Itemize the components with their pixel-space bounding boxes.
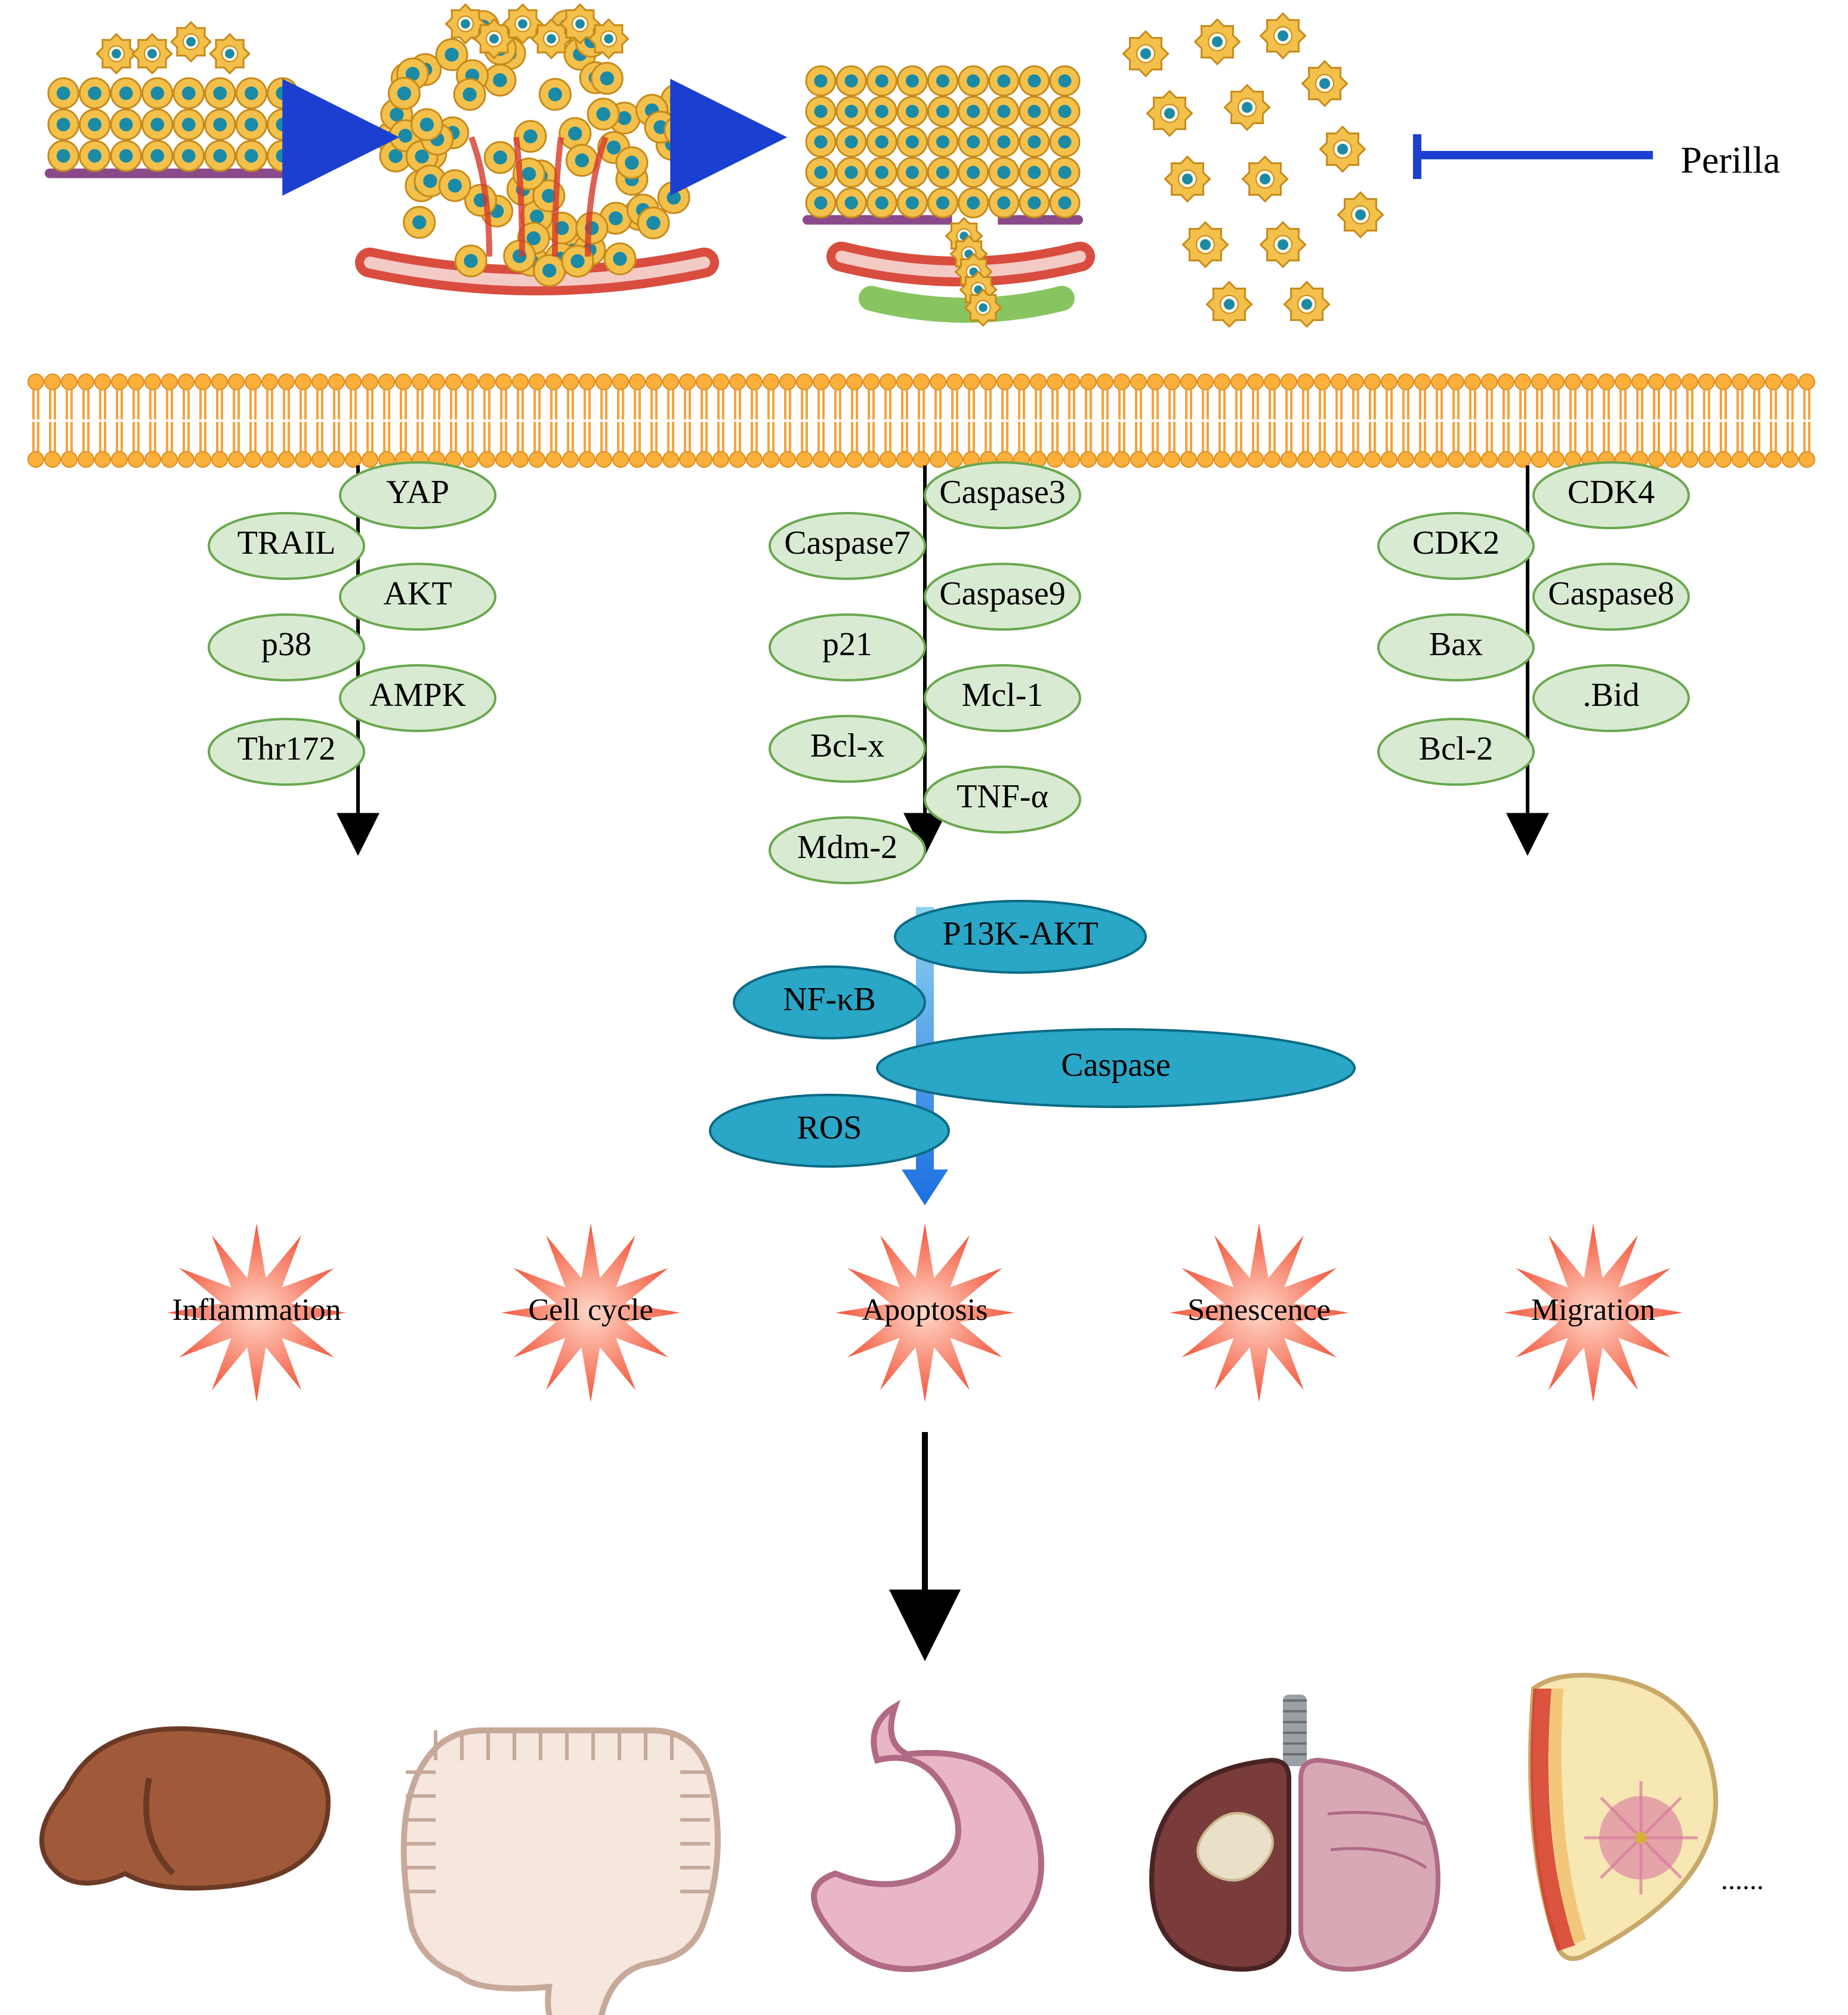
svg-text:YAP: YAP	[386, 474, 449, 511]
svg-text:Caspase8: Caspase8	[1548, 575, 1674, 612]
svg-text:Inflammation: Inflammation	[172, 1293, 341, 1327]
svg-text:Caspase7: Caspase7	[784, 524, 911, 561]
protein-cdk2: CDK2	[1378, 513, 1534, 579]
protein-caspase9: Caspase9	[925, 564, 1080, 630]
svg-text:Mcl-1: Mcl-1	[962, 677, 1044, 714]
svg-text:AMPK: AMPK	[369, 677, 466, 714]
protein-p38: p38	[209, 615, 364, 680]
svg-text:ROS: ROS	[797, 1109, 862, 1146]
svg-text:Senescence: Senescence	[1187, 1293, 1331, 1327]
svg-text:Bcl-2: Bcl-2	[1419, 730, 1493, 767]
protein-bcl-x: Bcl-x	[770, 716, 925, 782]
protein-p21: p21	[770, 615, 925, 680]
svg-text:TNF-α: TNF-α	[957, 778, 1048, 815]
protein-caspase8: Caspase8	[1534, 564, 1689, 630]
svg-text:Thr172: Thr172	[237, 730, 336, 767]
pathway-ros: ROS	[710, 1095, 949, 1167]
svg-text:Migration: Migration	[1531, 1293, 1655, 1327]
protein-akt: AKT	[340, 564, 495, 630]
svg-text:Mdm-2: Mdm-2	[797, 829, 897, 866]
svg-text:p21: p21	[822, 626, 872, 663]
svg-text:AKT: AKT	[383, 575, 452, 612]
svg-text:Caspase9: Caspase9	[939, 575, 1066, 612]
pathway-nf-b: NF-κB	[734, 967, 925, 1038]
ellipsis: ......	[1721, 1864, 1764, 1896]
svg-text:Bax: Bax	[1429, 626, 1483, 663]
protein-thr172: Thr172	[209, 719, 364, 785]
pathway-caspase: Caspase	[877, 1029, 1355, 1107]
svg-text:Caspase3: Caspase3	[939, 474, 1066, 511]
protein--bid: .Bid	[1534, 665, 1689, 731]
perilla-label: Perilla	[1680, 139, 1780, 181]
pathway-p13k-akt: P13K-AKT	[895, 901, 1146, 973]
protein-yap: YAP	[340, 462, 495, 528]
svg-text:Apoptosis: Apoptosis	[862, 1293, 988, 1327]
svg-text:Bcl-x: Bcl-x	[810, 727, 884, 764]
protein-caspase7: Caspase7	[770, 513, 925, 579]
svg-text:Cell cycle: Cell cycle	[528, 1293, 653, 1327]
svg-text:p38: p38	[261, 626, 311, 663]
protein-mcl-1: Mcl-1	[925, 665, 1080, 731]
svg-text:TRAIL: TRAIL	[237, 524, 336, 561]
svg-text:P13K-AKT: P13K-AKT	[942, 915, 1098, 952]
svg-text:CDK4: CDK4	[1568, 474, 1655, 511]
protein-cdk4: CDK4	[1534, 462, 1689, 528]
protein-caspase3: Caspase3	[925, 462, 1080, 528]
svg-text:Caspase: Caspase	[1061, 1047, 1171, 1084]
protein-mdm-2: Mdm-2	[770, 817, 925, 883]
protein-trail: TRAIL	[209, 513, 364, 579]
protein-bcl-2: Bcl-2	[1378, 719, 1534, 785]
protein-tnf-: TNF-α	[925, 767, 1080, 832]
svg-text:.Bid: .Bid	[1583, 677, 1640, 714]
svg-text:NF-κB: NF-κB	[783, 981, 876, 1018]
protein-ampk: AMPK	[340, 665, 495, 731]
svg-text:CDK2: CDK2	[1412, 524, 1500, 561]
protein-bax: Bax	[1378, 615, 1534, 680]
